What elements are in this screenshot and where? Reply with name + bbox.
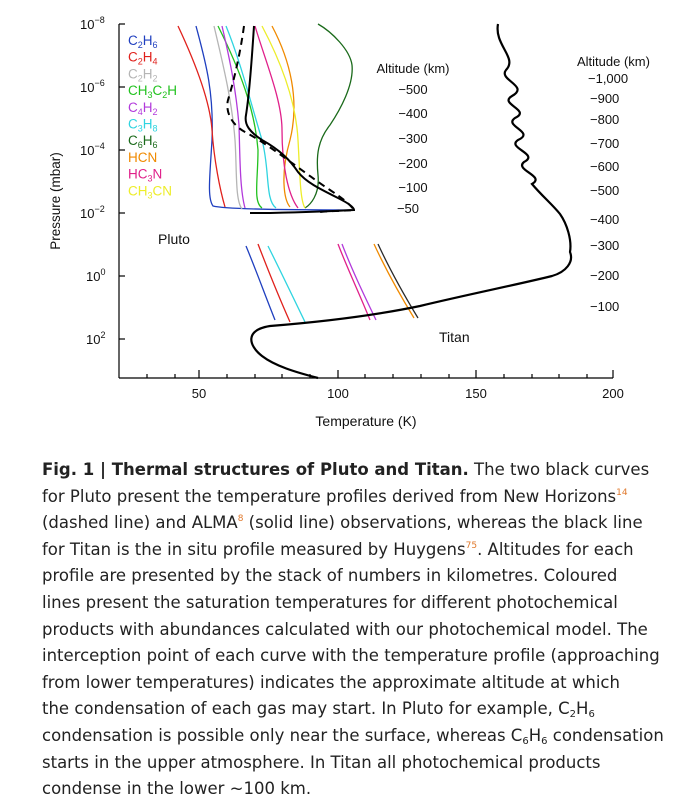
y-tick-label: 10−4	[80, 141, 105, 158]
caption-line: (dashed line) and ALMA8 (solid line) obs…	[42, 513, 643, 533]
pluto-altitude-tick: −300	[398, 131, 427, 146]
titan-altitude-tick: −600	[590, 159, 619, 174]
caption-line: interception point of each curve with th…	[42, 646, 660, 666]
curve-c3h8-titan	[267, 245, 306, 323]
pluto-altitude-stack: Altitude (km) −500 −400 −300 −200 −100 −…	[377, 61, 450, 216]
curve-ch3cn-titan	[377, 243, 419, 319]
pluto-altitude-tick: −200	[398, 156, 427, 171]
axes	[118, 23, 614, 379]
y-tick-label: 100	[86, 267, 105, 284]
caption-line: starts in the upper atmosphere. In Titan…	[42, 752, 601, 772]
y-tick-label: 10−8	[80, 15, 105, 32]
titan-altitude-tick: −500	[590, 183, 619, 198]
legend-entry: CH3CN	[128, 183, 172, 200]
y-tick-label: 10−2	[80, 204, 105, 221]
caption-line: the condensation of each gas may start. …	[42, 699, 595, 721]
y-tick-label: 102	[86, 330, 105, 347]
caption-line: Fig. 1 | Thermal structures of Pluto and…	[42, 460, 650, 479]
curve-hcn-pluto	[271, 25, 295, 208]
figure-plot: 10−8 10−6 10−4 10−2 100 102 50 100 150 2…	[48, 15, 650, 429]
x-axis-title: Temperature (K)	[315, 413, 416, 429]
titan-altitude-tick: −800	[590, 112, 619, 127]
pluto-altitude-tick: −400	[398, 106, 427, 121]
curve-hcn-titan	[373, 243, 415, 319]
curve-c4h2-titan	[341, 243, 377, 321]
curve-hc3n-pluto	[254, 25, 299, 209]
legend-entry: C4H2	[128, 100, 158, 117]
titan-altitude-tick: −900	[590, 91, 619, 106]
pluto-altitude-title: Altitude (km)	[377, 61, 450, 76]
x-tick-label: 100	[327, 386, 349, 401]
legend-entry: C2H4	[128, 50, 158, 67]
legend-entry: HCN	[128, 150, 157, 165]
legend-entry: C3H8	[128, 117, 158, 134]
y-tick-label: 10−6	[80, 78, 105, 95]
caption-line: profile are presented by the stack of nu…	[42, 566, 618, 586]
caption-line: for Titan is the in situ profile measure…	[42, 539, 634, 559]
curve-ch3cn-pluto	[261, 25, 306, 209]
figure-caption: Fig. 1 | Thermal structures of Pluto and…	[42, 457, 672, 803]
legend-entry: C2H2	[128, 66, 158, 83]
caption-line: condense in the lower ~100 km.	[42, 779, 312, 799]
legend-entry: C2H6	[128, 33, 158, 50]
curve-c2h6-titan	[245, 245, 276, 321]
x-tick-labels: 50 100 150 200	[192, 386, 624, 401]
titan-altitude-tick: −400	[590, 212, 619, 227]
pluto-altitude-tick: −100	[398, 180, 427, 195]
curve-c6h6-pluto	[304, 23, 353, 209]
caption-title: Fig. 1 | Thermal structures of Pluto and…	[42, 460, 469, 479]
pluto-label: Pluto	[158, 231, 190, 247]
curve-c2h6-pluto	[195, 25, 355, 211]
titan-altitude-tick: −200	[590, 268, 619, 283]
caption-line: from lower temperatures) indicates the a…	[42, 672, 620, 692]
caption-line: products with abundances calculated with…	[42, 619, 648, 639]
curve-c2h2-pluto	[213, 25, 243, 210]
curve-c3h8-pluto	[225, 25, 277, 209]
curve-hc3n-titan	[337, 243, 371, 321]
pluto-altitude-tick: −500	[398, 82, 427, 97]
y-tick-labels: 10−8 10−6 10−4 10−2 100 102	[80, 15, 105, 347]
caption-line: condensation is possible only near the s…	[42, 725, 664, 747]
x-tick-label: 200	[602, 386, 624, 401]
titan-altitude-title: Altitude (km)	[577, 54, 650, 69]
x-tick-label: 50	[192, 386, 206, 401]
titan-altitude-tick: −300	[590, 238, 619, 253]
titan-altitude-stack: Altitude (km) −1,000 −900 −800 −700 −600…	[577, 54, 650, 314]
titan-profile-huygens	[250, 23, 573, 380]
y-axis-title: Pressure (mbar)	[48, 152, 63, 250]
curve-c2h4-pluto	[177, 25, 226, 208]
curve-c4h2-pluto	[221, 25, 246, 209]
pluto-saturation-curves	[177, 23, 355, 211]
legend-entry: C6H6	[128, 133, 158, 150]
caption-line: for Pluto present the temperature profil…	[42, 486, 628, 506]
pluto-profile-new-horizons	[226, 25, 356, 213]
curve-ch3c2h-pluto	[217, 25, 263, 209]
titan-altitude-tick: −1,000	[588, 71, 628, 86]
legend-entry: CH3C2H	[128, 83, 177, 100]
titan-label: Titan	[439, 329, 470, 345]
x-tick-label: 150	[465, 386, 487, 401]
pluto-altitude-tick: −50	[397, 201, 419, 216]
titan-altitude-tick: −700	[590, 136, 619, 151]
caption-reference[interactable]: 8	[237, 514, 244, 525]
titan-saturation-curves	[245, 243, 419, 323]
caption-reference[interactable]: 75	[465, 540, 478, 551]
legend-entry: HC3N	[128, 167, 162, 184]
caption-line: lines present the saturation temperature…	[42, 592, 618, 612]
curve-c2h4-titan	[257, 243, 291, 323]
caption-reference[interactable]: 14	[616, 487, 628, 498]
pluto-profile-alma	[244, 25, 356, 214]
titan-altitude-tick: −100	[590, 299, 619, 314]
